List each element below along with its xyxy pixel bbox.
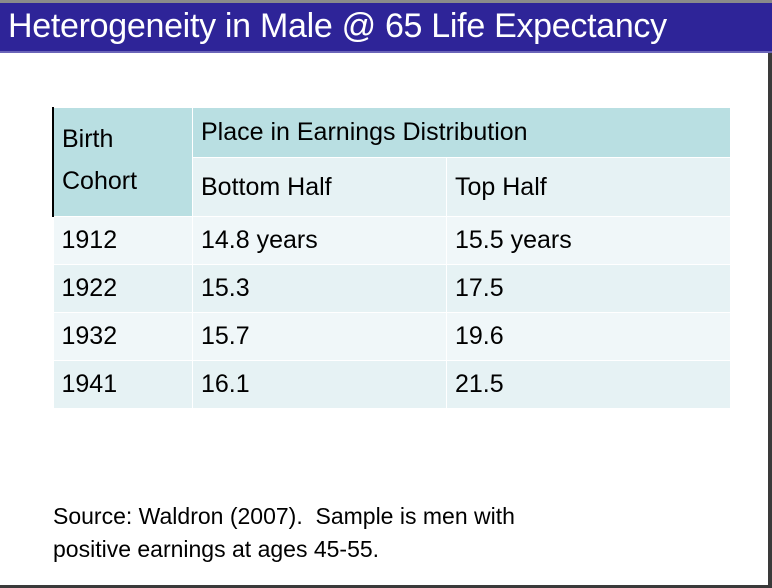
bottom-half-cell: 16.1 [192,360,447,409]
top-strip [0,0,772,3]
header-bottom-half: Bottom Half [192,157,447,217]
table-row: 1932 15.7 19.6 [52,312,731,361]
bottom-half-cell: 15.3 [192,264,447,313]
slide-title: Heterogeneity in Male @ 65 Life Expectan… [8,7,667,45]
header-cohort: Cohort [62,167,138,195]
header-earnings-distribution: Place in Earnings Distribution [192,107,731,158]
top-half-cell: 15.5 years [446,216,731,265]
cohort-cell: 1932 [52,312,193,361]
bottom-half-cell: 15.7 [192,312,447,361]
cohort-cell: 1912 [52,216,193,265]
header-top-half: Top Half [446,157,731,217]
cohort-cell: 1922 [52,264,193,313]
bottom-half-cell: 14.8 years [192,216,447,265]
title-bar: Heterogeneity in Male @ 65 Life Expectan… [0,3,772,53]
header-birth-cohort: Birth Cohort [52,107,193,217]
top-half-cell: 21.5 [446,360,731,409]
top-half-cell: 17.5 [446,264,731,313]
top-half-cell: 19.6 [446,312,731,361]
header-birth: Birth [62,125,114,153]
table-row: 1922 15.3 17.5 [52,264,731,313]
life-expectancy-table: Birth Cohort Place in Earnings Distribut… [52,107,731,409]
source-line-2: positive earnings at ages 45-55. [53,536,380,562]
table-row: 1912 14.8 years 15.5 years [52,216,731,265]
source-note: Source: Waldron (2007). Sample is men wi… [53,500,653,566]
cohort-cell: 1941 [52,360,193,409]
table-row: 1941 16.1 21.5 [52,360,731,409]
source-line-1: Source: Waldron (2007). Sample is men wi… [53,503,515,529]
